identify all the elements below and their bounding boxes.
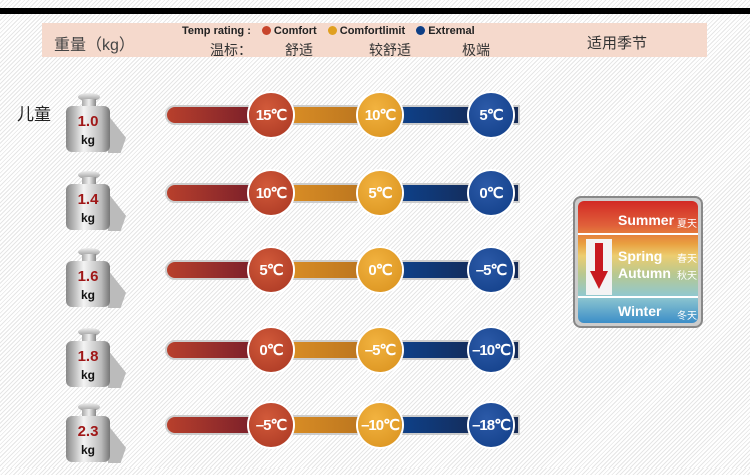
weight-icon: 1.4 kg: [64, 171, 126, 233]
rating-row: 1.6 kg 5℃ 0℃ –5℃: [0, 248, 750, 320]
temp-bar: [165, 183, 520, 203]
legend-comfort-cn: 舒适: [285, 42, 313, 58]
limit-temp: 0℃: [358, 248, 402, 292]
weight-header: 重量（kg）: [54, 37, 135, 54]
comfort-temp: 15℃: [249, 93, 293, 137]
temp-bar: [165, 260, 520, 280]
extreme-temp: –18℃: [469, 403, 513, 447]
rating-row: 1.4 kg 10℃ 5℃ 0℃: [0, 171, 750, 243]
season-panel: Summer 夏天 Spring 春天 Autumn 秋天 Winter 冬天: [573, 196, 703, 328]
temp-bar: [165, 340, 520, 360]
weight-unit: kg: [80, 443, 95, 457]
rating-row: 1.0 kg 15℃ 10℃ 5℃: [0, 93, 750, 165]
comfort-dot-icon: [261, 26, 271, 35]
down-arrow-icon: [586, 239, 612, 295]
weight-unit: kg: [80, 368, 95, 382]
season-spring: Spring: [618, 248, 663, 264]
season-summer: Summer: [618, 212, 675, 228]
rating-row: 1.8 kg 0℃ –5℃ –10℃: [0, 328, 750, 400]
limit-temp: –10℃: [358, 403, 402, 447]
weight-unit: kg: [80, 133, 95, 147]
temp-bar: [165, 415, 520, 435]
legend-extremal: Extremal: [428, 25, 475, 37]
divider: [578, 296, 698, 298]
extreme-temp: –10℃: [469, 328, 513, 372]
extreme-temp: 0℃: [469, 171, 513, 215]
weight-unit: kg: [80, 288, 95, 302]
weight-icon: 1.8 kg: [64, 328, 126, 390]
season-header: 适用季节: [587, 35, 648, 52]
comfort-temp: –5℃: [249, 403, 293, 447]
weight-value: 1.8: [77, 348, 99, 365]
divider: [578, 233, 698, 235]
weight-value: 1.4: [77, 191, 99, 208]
temp-rating-label: Temp rating :: [182, 25, 251, 37]
season-spring-cn: 春天: [677, 254, 697, 265]
legend-comfort: Comfort: [273, 25, 317, 37]
season-autumn: Autumn: [618, 265, 671, 281]
limit-dot-icon: [327, 26, 337, 35]
season-autumn-cn: 秋天: [677, 271, 697, 282]
comfort-temp: 10℃: [249, 171, 293, 215]
header-band: 重量（kg） Temp rating : Comfort Comfortlimi…: [42, 23, 707, 58]
temp-label-cn: 温标：: [210, 42, 252, 58]
weight-icon: 1.6 kg: [64, 248, 126, 310]
limit-temp: –5℃: [358, 328, 402, 372]
weight-value: 2.3: [77, 423, 99, 440]
comfort-temp: 0℃: [249, 328, 293, 372]
comfort-temp: 5℃: [249, 248, 293, 292]
season-winter-cn: 冬天: [677, 311, 697, 322]
temp-bar: [165, 105, 520, 125]
legend-extreme-cn: 极端: [462, 42, 490, 58]
extreme-temp: 5℃: [469, 93, 513, 137]
limit-temp: 10℃: [358, 93, 402, 137]
weight-value: 1.6: [77, 268, 99, 285]
top-bar: [0, 8, 750, 14]
rating-row: 2.3 kg –5℃ –10℃ –18℃: [0, 403, 750, 475]
limit-temp: 5℃: [358, 171, 402, 215]
temp-legend: Temp rating : Comfort Comfortlimit Extre…: [182, 25, 475, 37]
weight-icon: 2.3 kg: [64, 403, 126, 465]
legend-limit-cn: 较舒适: [369, 42, 411, 58]
weight-icon: 1.0 kg: [64, 93, 126, 155]
extreme-temp: –5℃: [469, 248, 513, 292]
season-summer-cn: 夏天: [677, 219, 697, 230]
kid-label: 儿童: [17, 105, 51, 124]
season-winter: Winter: [618, 303, 662, 319]
extreme-dot-icon: [416, 26, 426, 35]
weight-unit: kg: [80, 211, 95, 225]
weight-value: 1.0: [77, 113, 99, 130]
legend-comfortlimit: Comfortlimit: [339, 25, 406, 37]
